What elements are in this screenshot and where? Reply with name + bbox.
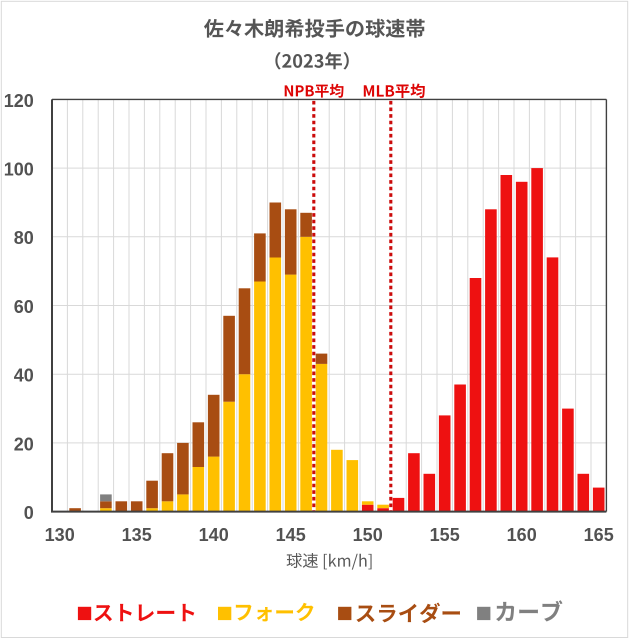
svg-text:0: 0 [24,503,34,523]
svg-text:120: 120 [4,91,34,111]
svg-text:130: 130 [45,525,75,545]
svg-text:40: 40 [14,366,34,386]
svg-text:135: 135 [122,525,152,545]
svg-text:155: 155 [430,525,460,545]
svg-text:160: 160 [507,525,537,545]
svg-text:100: 100 [4,160,34,180]
svg-text:20: 20 [14,434,34,454]
svg-text:150: 150 [353,525,383,545]
svg-text:80: 80 [14,228,34,248]
svg-text:145: 145 [276,525,306,545]
svg-text:165: 165 [584,525,614,545]
svg-text:60: 60 [14,297,34,317]
svg-text:140: 140 [199,525,229,545]
